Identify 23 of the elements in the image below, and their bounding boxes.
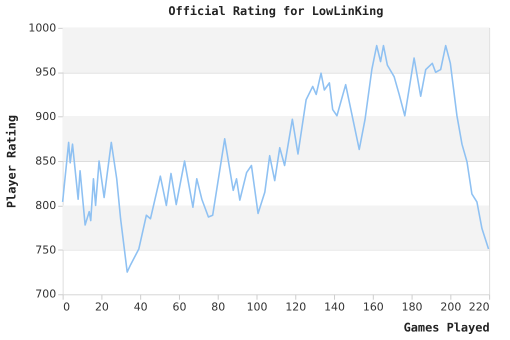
x-tick-label: 180: [402, 300, 423, 314]
x-tick-label: 40: [134, 300, 148, 314]
chart-title: Official Rating for LowLinKing: [168, 4, 384, 18]
x-tick-label: 0: [63, 300, 70, 314]
y-tick-label: 900: [35, 110, 56, 124]
x-axis-title: Games Played: [404, 320, 490, 335]
x-tick-label: 220: [468, 300, 490, 314]
y-tick-label: 950: [35, 66, 56, 79]
y-tick-label: 800: [35, 198, 56, 212]
x-tick-label: 200: [440, 300, 462, 314]
x-tick-label: 140: [324, 300, 345, 314]
x-tick-label: 100: [246, 300, 268, 314]
x-tick-label: 120: [285, 300, 306, 314]
x-tick-label: 80: [211, 300, 226, 314]
x-tick-label: 20: [94, 300, 109, 314]
y-tick-label: 850: [35, 154, 56, 168]
y-tick-label: 700: [35, 288, 56, 301]
x-tick-label: 160: [362, 300, 384, 314]
y-tick-label: 750: [35, 243, 56, 256]
line-series: [62, 44, 490, 273]
y-tick-label: 1000: [28, 21, 56, 34]
x-tick-label: 60: [172, 300, 186, 314]
y-axis-title: Player Rating: [4, 114, 18, 208]
